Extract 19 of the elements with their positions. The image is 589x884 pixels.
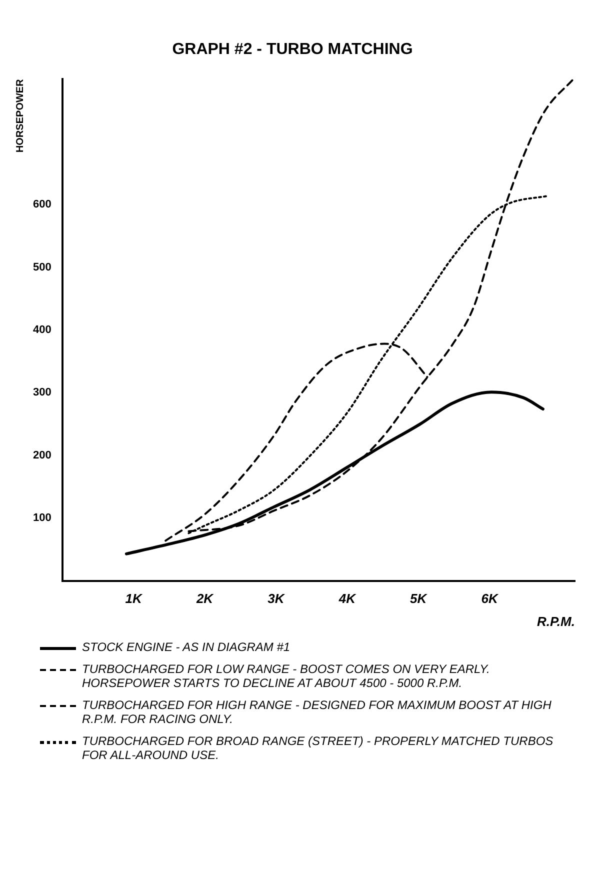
x-tick-label: 6K	[481, 591, 500, 606]
chart-title: GRAPH #2 - TURBO MATCHING	[172, 41, 413, 58]
legend-label: TURBOCHARGED FOR BROAD RANGE (STREET) - PROPERLY MATCHED TURBOS FOR ALL-AROUND USE.	[82, 734, 554, 762]
x-tick-label: 4K	[338, 591, 358, 606]
x-axis-title: R.P.M.	[536, 614, 575, 629]
y-tick-label: 300	[32, 386, 52, 399]
x-tick-label: 2K	[195, 591, 215, 606]
y-tick-label: 600	[32, 198, 52, 211]
legend-label: STOCK ENGINE - AS IN DIAGRAM #1	[82, 640, 290, 654]
legend-label: TURBOCHARGED FOR HIGH RANGE - DESIGNED FOR MAXIMUM BOOST AT HIGH R.P.M. FOR RACING ONLY.	[82, 698, 552, 726]
y-tick-label: 500	[32, 261, 52, 274]
x-tick-label: 5K	[410, 591, 428, 606]
legend-label: TURBOCHARGED FOR LOW RANGE - BOOST COMES ON VERY EARLY. HORSEPOWER STARTS TO DECLINE AT ABOUT 4500 - 5000 R.P.M.	[82, 662, 491, 690]
y-tick-label: 400	[32, 324, 52, 336]
y-tick-label: 200	[32, 449, 52, 462]
y-tick-label: 100	[32, 512, 52, 524]
x-tick-label: 1K	[125, 591, 144, 606]
x-tick-label: 3K	[268, 591, 286, 606]
y-axis-title: HORSEPOWER	[14, 78, 26, 153]
